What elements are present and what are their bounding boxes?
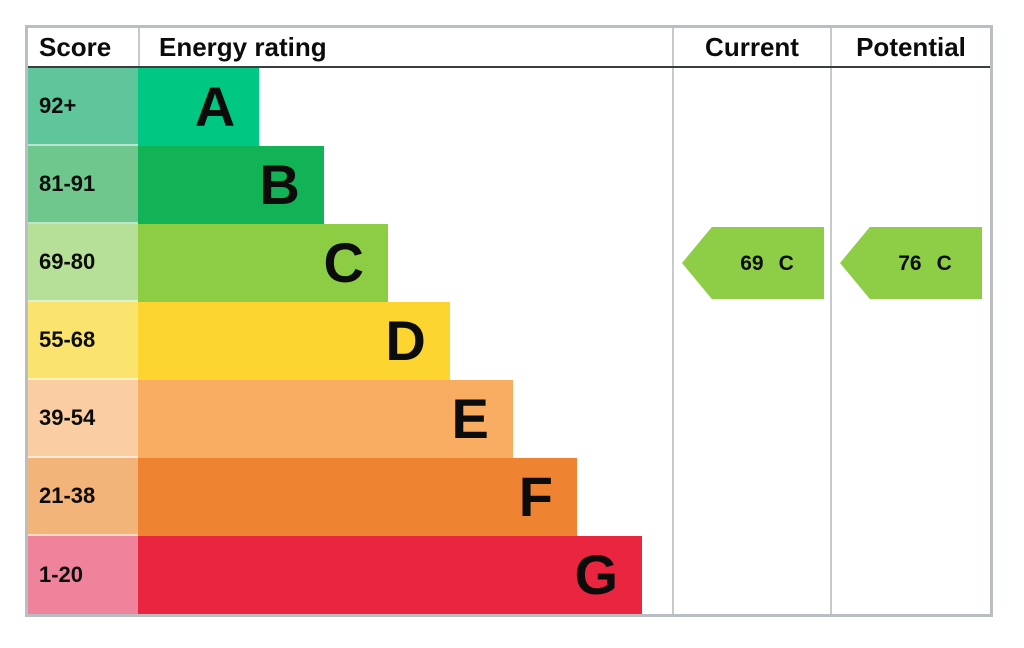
score-range-g: 1-20 <box>28 536 138 614</box>
current-cell-g <box>672 536 830 614</box>
potential-rating-value: 76 <box>898 251 922 275</box>
score-range-e: 39-54 <box>28 380 138 458</box>
band-row-f: 21-38 F <box>28 458 990 536</box>
band-row-c: 69-80 C 69 C 76 C <box>28 224 990 302</box>
band-row-b: 81-91 B <box>28 146 990 224</box>
score-range-d: 55-68 <box>28 302 138 380</box>
band-letter-f: F <box>518 465 553 528</box>
rating-bar-c: C <box>138 224 388 302</box>
rating-bar-a: A <box>138 68 260 146</box>
current-rating-letter: C <box>778 251 794 275</box>
band-letter-c: C <box>323 231 364 294</box>
potential-cell-c: 76 C <box>830 224 990 302</box>
rating-bar-b: B <box>138 146 324 224</box>
score-range-a: 92+ <box>28 68 138 146</box>
current-cell-c: 69 C <box>672 224 830 302</box>
header-score: Score <box>39 31 112 62</box>
current-cell-a <box>672 68 830 146</box>
band-letter-e: E <box>451 387 489 450</box>
score-range-c: 69-80 <box>28 224 138 302</box>
header-energy-rating: Energy rating <box>138 28 672 66</box>
rating-bar-f: F <box>138 458 577 536</box>
potential-cell-f <box>830 458 990 536</box>
rating-cell-f: F <box>138 458 672 536</box>
potential-cell-a <box>830 68 990 146</box>
rating-cell-b: B <box>138 146 672 224</box>
rating-cell-e: E <box>138 380 672 458</box>
score-range-f: 21-38 <box>28 458 138 536</box>
band-letter-d: D <box>385 309 426 372</box>
band-row-a: 92+ A <box>28 68 990 146</box>
band-row-g: 1-20 G <box>28 536 990 614</box>
potential-rating-arrow: 76 C <box>840 227 982 299</box>
band-letter-a: A <box>194 75 236 138</box>
rating-bar-e: E <box>138 380 513 458</box>
header-current: Current <box>672 28 830 66</box>
rating-bar-d: D <box>138 302 450 380</box>
potential-cell-g <box>830 536 990 614</box>
band-row-e: 39-54 E <box>28 380 990 458</box>
band-row-d: 55-68 D <box>28 302 990 380</box>
rating-bar-g: G <box>138 536 643 614</box>
current-cell-f <box>672 458 830 536</box>
band-letter-g: G <box>574 543 619 606</box>
table-header: Score Energy rating Current Potential <box>28 28 990 68</box>
rating-cell-a: A <box>138 68 672 146</box>
potential-cell-d <box>830 302 990 380</box>
current-cell-e <box>672 380 830 458</box>
potential-cell-e <box>830 380 990 458</box>
potential-cell-b <box>830 146 990 224</box>
score-range-b: 81-91 <box>28 146 138 224</box>
band-letter-b: B <box>259 153 300 216</box>
current-rating-value: 69 <box>740 251 764 275</box>
current-rating-arrow: 69 C <box>682 227 824 299</box>
potential-rating-letter: C <box>936 251 952 275</box>
rating-cell-g: G <box>138 536 672 614</box>
epc-rating-table: Score Energy rating Current Potential 92… <box>25 25 993 617</box>
rating-cell-d: D <box>138 302 672 380</box>
current-cell-d <box>672 302 830 380</box>
current-cell-b <box>672 146 830 224</box>
rating-cell-c: C <box>138 224 672 302</box>
header-potential: Potential <box>830 28 990 66</box>
